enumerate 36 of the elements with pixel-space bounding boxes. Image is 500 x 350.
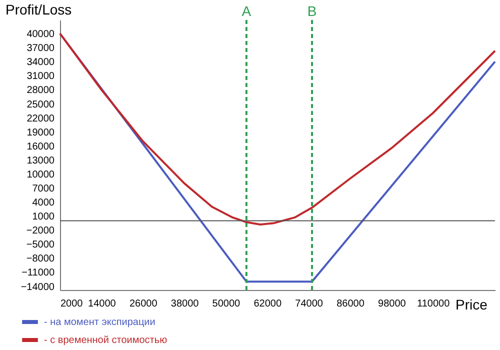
- y-tick-label: 7000: [32, 183, 55, 194]
- y-tick-label: 1000: [32, 212, 55, 223]
- y-tick-label: 16000: [26, 141, 55, 152]
- x-tick-label: 14000: [88, 298, 116, 310]
- y-tick-label: 19000: [26, 127, 55, 138]
- y-tick-label: −11000: [22, 268, 55, 279]
- y-tick-label: 28000: [26, 85, 55, 96]
- legend-label: - на момент экспирации: [44, 317, 156, 328]
- y-tick-label: 34000: [26, 57, 55, 68]
- x-axis-title: Price: [456, 296, 488, 312]
- x-tick-label: 110000: [417, 298, 450, 310]
- x-tick-label: 26000: [129, 298, 158, 310]
- x-tick-label: 62000: [254, 298, 282, 310]
- y-tick-label: −2000: [26, 226, 55, 237]
- y-tick-label: −14000: [20, 282, 55, 293]
- y-tick-label: 31000: [26, 71, 55, 82]
- y-tick-label: 4000: [32, 198, 55, 209]
- y-axis-title: Profit/Loss: [6, 2, 72, 18]
- ref-line-label: B: [307, 3, 317, 19]
- y-tick-label: −8000: [26, 254, 55, 265]
- legend-label: - с временной стоимостью: [44, 335, 168, 346]
- y-tick-label: 13000: [26, 155, 55, 166]
- y-tick-label: 40000: [26, 29, 55, 40]
- x-tick-label: 86000: [336, 298, 365, 310]
- x-tick-label: 38000: [170, 298, 200, 310]
- x-tick-label: 98000: [378, 298, 406, 310]
- ref-line-label: A: [242, 3, 252, 19]
- y-tick-label: 10000: [26, 169, 55, 180]
- y-tick-label: −5000: [26, 240, 55, 251]
- y-tick-label: 25000: [26, 99, 55, 110]
- y-tick-label: 37000: [26, 43, 55, 54]
- x-tick-label: 2000: [60, 298, 84, 310]
- line-series: [59, 32, 496, 226]
- y-tick-label: 22000: [26, 113, 55, 124]
- x-tick-label: 74000: [295, 298, 324, 310]
- x-tick-label: 50000: [212, 298, 241, 310]
